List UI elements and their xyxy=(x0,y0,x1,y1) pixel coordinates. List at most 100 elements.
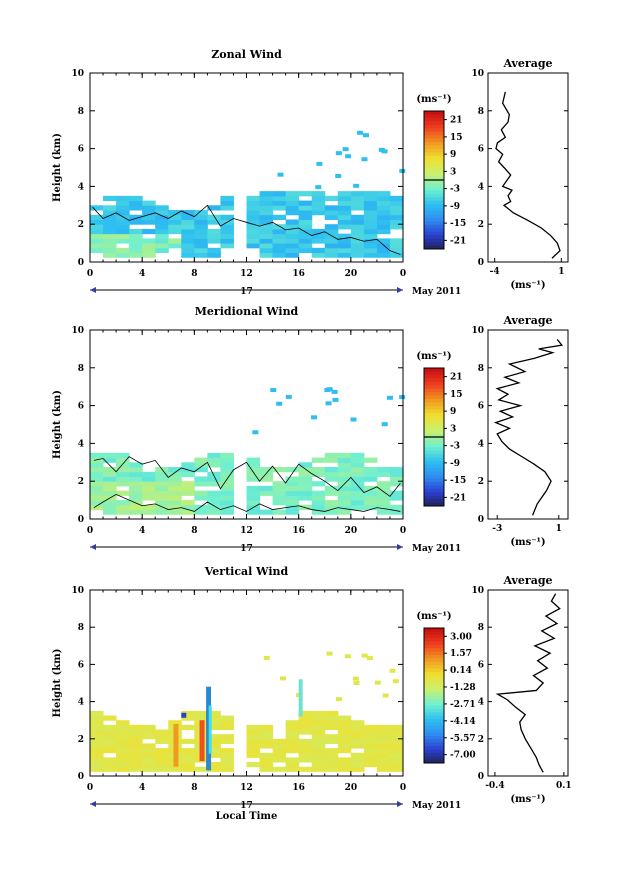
field-cell xyxy=(324,734,339,740)
x-tick-label: 8 xyxy=(191,269,197,279)
field-cell xyxy=(350,490,365,496)
field-cell xyxy=(298,766,313,772)
field-cell xyxy=(207,471,221,477)
field-cell xyxy=(285,485,300,492)
field-cell xyxy=(337,224,352,230)
field-cell xyxy=(103,205,117,211)
field-cell xyxy=(246,743,261,749)
field-cell xyxy=(207,710,221,717)
field-cell xyxy=(285,481,300,487)
colorbar: 21 15 9 3 -3 -9 -15 -21 xyxy=(423,367,466,507)
field-cell xyxy=(389,490,404,496)
colorbar-swatch xyxy=(424,138,444,143)
colorbar-swatch xyxy=(424,388,444,393)
field-cell xyxy=(142,748,156,754)
field-cell xyxy=(155,734,169,740)
field-cell xyxy=(207,228,221,235)
colorbar-swatch xyxy=(424,474,444,479)
field-cell xyxy=(103,252,117,258)
field-cell xyxy=(246,485,261,492)
field-cell xyxy=(103,724,117,730)
field-cell xyxy=(129,228,143,235)
field-cell xyxy=(285,210,300,216)
field-cell xyxy=(181,462,195,468)
wind-field xyxy=(90,130,406,258)
colorbar-swatch xyxy=(424,374,444,379)
field-cell xyxy=(116,247,130,254)
field-cell xyxy=(142,724,156,730)
field-cell xyxy=(298,462,313,468)
field-cell xyxy=(207,490,221,496)
y-tick-label: 10 xyxy=(71,69,84,79)
colorbar-swatch xyxy=(424,478,444,483)
field-cell xyxy=(285,224,300,230)
field-cell xyxy=(311,509,326,515)
day-label: 17 xyxy=(240,544,253,554)
x-axis-label: Local Time xyxy=(216,811,278,822)
y-tick-label: 6 xyxy=(78,145,84,155)
field-cell xyxy=(155,509,169,515)
colorbar-swatch xyxy=(424,405,444,410)
field-cell xyxy=(142,471,156,477)
field-cell xyxy=(376,471,391,477)
colorbar-swatch xyxy=(424,173,444,178)
field-cell xyxy=(90,476,104,482)
field-cell xyxy=(168,214,182,220)
field-cell xyxy=(350,224,365,230)
zero-contour xyxy=(93,456,401,497)
field-cell xyxy=(344,654,351,659)
colorbar-swatch xyxy=(424,190,444,195)
colorbar-swatch xyxy=(424,135,444,140)
field-cell xyxy=(207,715,221,721)
field-cell xyxy=(129,462,143,468)
field-cell xyxy=(363,247,378,254)
field-cell xyxy=(376,495,391,501)
colorbar-swatch xyxy=(424,454,444,459)
field-cell xyxy=(324,724,339,730)
field-cell xyxy=(337,195,352,202)
field-cell xyxy=(350,243,365,249)
profile-line xyxy=(495,593,561,773)
colorbar-swatch xyxy=(424,231,444,236)
x-tick-label: 0 xyxy=(87,526,93,536)
field-cell xyxy=(298,752,313,758)
field-cell xyxy=(207,720,221,726)
field-cell xyxy=(363,457,378,463)
field-cell xyxy=(116,748,130,754)
field-cell xyxy=(350,247,365,254)
field-cell xyxy=(142,214,156,220)
profile-title: Average xyxy=(502,574,552,587)
colorbar-swatch xyxy=(424,756,444,761)
field-cell xyxy=(363,729,378,735)
field-cell xyxy=(272,233,287,239)
field-cell xyxy=(207,724,221,730)
x-tick-label: 12 xyxy=(240,269,253,279)
field-cell xyxy=(350,734,365,740)
field-cell xyxy=(389,729,404,735)
field-cell xyxy=(129,247,143,254)
field-cell xyxy=(298,205,313,211)
field-cell xyxy=(311,720,326,726)
field-cell xyxy=(90,748,104,754)
field-cell xyxy=(129,233,143,239)
field-cell xyxy=(181,752,195,758)
colorbar-swatch xyxy=(424,426,444,431)
x-tick-label: 0 xyxy=(87,269,93,279)
field-cell xyxy=(129,485,143,492)
field-cell xyxy=(220,495,234,501)
field-cell xyxy=(298,471,313,477)
y-axis-label: Height (km) xyxy=(52,390,63,459)
field-cell xyxy=(207,500,221,506)
field-cell xyxy=(142,495,156,501)
field-cell xyxy=(116,252,130,258)
field-cell xyxy=(389,762,404,768)
colorbar-swatch xyxy=(424,235,444,240)
field-cell xyxy=(220,490,234,496)
field-cell xyxy=(129,734,143,740)
colorbar-swatch xyxy=(424,399,444,403)
field-cell xyxy=(363,200,378,206)
field-cell xyxy=(181,247,195,254)
field-cell xyxy=(389,668,396,673)
field-cell xyxy=(142,743,156,749)
